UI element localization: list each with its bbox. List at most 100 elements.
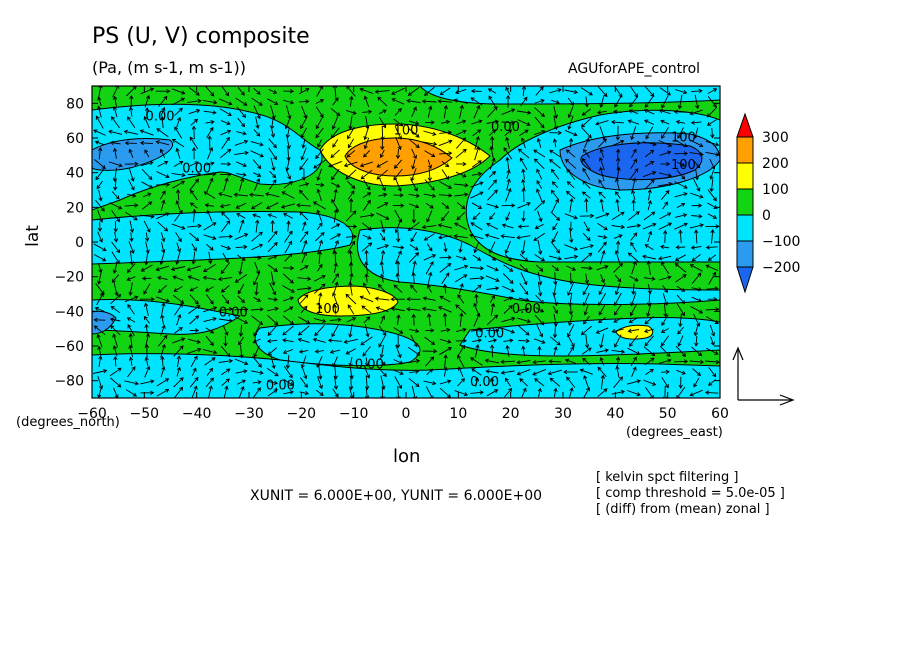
wind-vector bbox=[615, 365, 620, 378]
wind-vector bbox=[394, 220, 401, 234]
wind-vector bbox=[112, 167, 118, 182]
wind-vector bbox=[234, 274, 248, 283]
wind-vector bbox=[93, 243, 107, 252]
wind-vector bbox=[474, 146, 480, 161]
wind-vector bbox=[174, 327, 183, 334]
wind-vector bbox=[284, 253, 293, 262]
wind-vector bbox=[581, 158, 592, 170]
x-tick-label: 50 bbox=[659, 406, 677, 422]
wind-vector bbox=[94, 140, 105, 146]
wind-vector bbox=[677, 94, 683, 110]
wind-vector bbox=[706, 106, 718, 118]
wind-vector bbox=[379, 344, 385, 359]
wind-vector bbox=[566, 181, 575, 189]
wind-vector bbox=[579, 368, 593, 375]
wind-vector bbox=[691, 272, 702, 284]
colorbar-tick-label: 200 bbox=[762, 156, 789, 172]
wind-vector bbox=[564, 89, 579, 95]
wind-vector bbox=[315, 99, 325, 104]
wind-vector bbox=[424, 336, 436, 346]
wind-vector bbox=[506, 178, 511, 191]
wind-vector bbox=[302, 221, 307, 231]
wind-vector bbox=[470, 266, 485, 271]
wind-vector bbox=[567, 324, 575, 338]
wind-vector bbox=[157, 221, 169, 232]
wind-vector bbox=[674, 213, 688, 218]
wind-vector bbox=[533, 158, 545, 170]
wind-vector bbox=[126, 317, 136, 323]
wind-vector bbox=[473, 312, 481, 327]
wind-vector bbox=[255, 219, 260, 233]
wind-vector bbox=[533, 232, 546, 241]
wind-vector bbox=[317, 304, 323, 314]
wind-vector bbox=[219, 108, 232, 116]
wind-vector bbox=[176, 366, 182, 377]
wind-vector bbox=[332, 281, 339, 296]
wind-vector bbox=[583, 375, 590, 390]
wind-vector bbox=[217, 276, 233, 282]
wind-vector bbox=[486, 314, 499, 326]
wind-vector bbox=[424, 179, 435, 191]
wind-vector bbox=[642, 141, 657, 147]
wind-vector bbox=[395, 260, 401, 275]
wind-vector bbox=[516, 369, 531, 376]
wind-vector bbox=[471, 119, 483, 125]
wind-vector bbox=[439, 347, 452, 356]
wind-vector bbox=[317, 139, 322, 148]
wind-vector bbox=[486, 119, 500, 124]
wind-vector bbox=[221, 378, 230, 387]
wind-vector bbox=[599, 333, 605, 349]
wind-vector bbox=[108, 129, 123, 135]
wind-vector bbox=[474, 135, 480, 150]
wind-vector bbox=[439, 255, 452, 260]
wind-vector bbox=[517, 317, 532, 324]
x-tick-label: −60 bbox=[77, 406, 107, 422]
wind-vector bbox=[705, 264, 719, 272]
wind-vector bbox=[659, 87, 672, 96]
wind-vector bbox=[175, 231, 182, 243]
wind-vector bbox=[129, 220, 135, 233]
wind-vector bbox=[203, 316, 217, 323]
wind-vector bbox=[706, 119, 717, 126]
wind-vector bbox=[394, 107, 402, 116]
wind-vector bbox=[660, 190, 670, 200]
wind-vector bbox=[235, 202, 247, 209]
wind-vector bbox=[487, 189, 498, 201]
colorbar-bottom-arrow bbox=[736, 266, 754, 294]
contour-label: 100 bbox=[671, 158, 696, 173]
wind-vector bbox=[631, 177, 637, 192]
wind-vector bbox=[599, 95, 605, 108]
wind-vector bbox=[267, 297, 278, 302]
wind-vector bbox=[189, 161, 199, 167]
wind-vector bbox=[127, 324, 135, 337]
wind-vector bbox=[410, 334, 418, 348]
wind-vector bbox=[582, 232, 591, 242]
wind-vector bbox=[189, 232, 200, 242]
wind-vector bbox=[441, 161, 450, 168]
wind-vector bbox=[110, 116, 120, 129]
wind-vector bbox=[220, 161, 232, 167]
wind-vector bbox=[171, 172, 186, 178]
wind-vector bbox=[361, 242, 373, 252]
wind-vector bbox=[658, 139, 673, 147]
wind-vector bbox=[473, 104, 481, 119]
wind-vector bbox=[361, 305, 372, 314]
wind-vector bbox=[407, 346, 421, 356]
wind-vector bbox=[611, 389, 626, 395]
wind-vector bbox=[349, 365, 354, 380]
wind-vector bbox=[174, 126, 183, 139]
wind-vector bbox=[456, 119, 467, 125]
wind-vector bbox=[159, 190, 166, 200]
wind-vector bbox=[675, 274, 687, 283]
x-tick-label: −20 bbox=[287, 406, 317, 422]
wind-vector bbox=[318, 365, 323, 380]
wind-vector bbox=[438, 193, 453, 198]
wind-vector bbox=[411, 209, 417, 224]
wind-vector bbox=[251, 231, 263, 242]
wind-vector bbox=[470, 327, 484, 333]
wind-vector bbox=[192, 208, 197, 223]
wind-vector bbox=[472, 254, 482, 261]
wind-vector bbox=[283, 306, 294, 313]
wind-vector bbox=[267, 213, 277, 218]
wind-vector bbox=[613, 234, 623, 239]
